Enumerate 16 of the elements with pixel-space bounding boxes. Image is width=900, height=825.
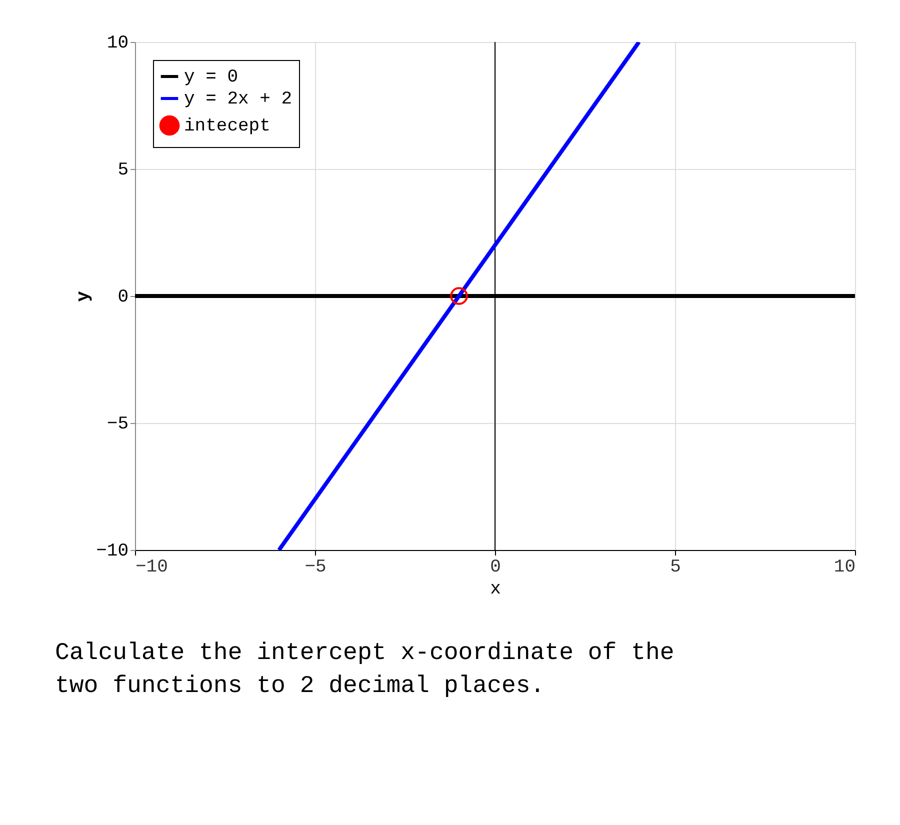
x-tick-label: −10 [136, 558, 168, 578]
y-tick-label: 10 [106, 34, 128, 54]
y-tick-label: 5 [118, 160, 128, 180]
x-tick-label: −5 [304, 558, 326, 578]
text: Calculate the intercept x-coordinate of the two functions to 2 decimal places. [55, 640, 674, 700]
y-tick-label: −5 [106, 414, 128, 434]
x-tick-label: 10 [834, 558, 856, 578]
y-tick-label: −10 [96, 542, 128, 562]
legend-label: y = 2x + 2 [184, 90, 292, 110]
x-tick-label: 0 [490, 558, 501, 578]
legend-label: intecept [184, 116, 270, 136]
legend-label: y = 0 [184, 68, 238, 88]
y-axis-title: y [74, 290, 94, 302]
x-axis-title: x [490, 580, 501, 600]
y-tick-label: 0 [118, 288, 128, 308]
x-tick-label: 5 [670, 558, 681, 578]
